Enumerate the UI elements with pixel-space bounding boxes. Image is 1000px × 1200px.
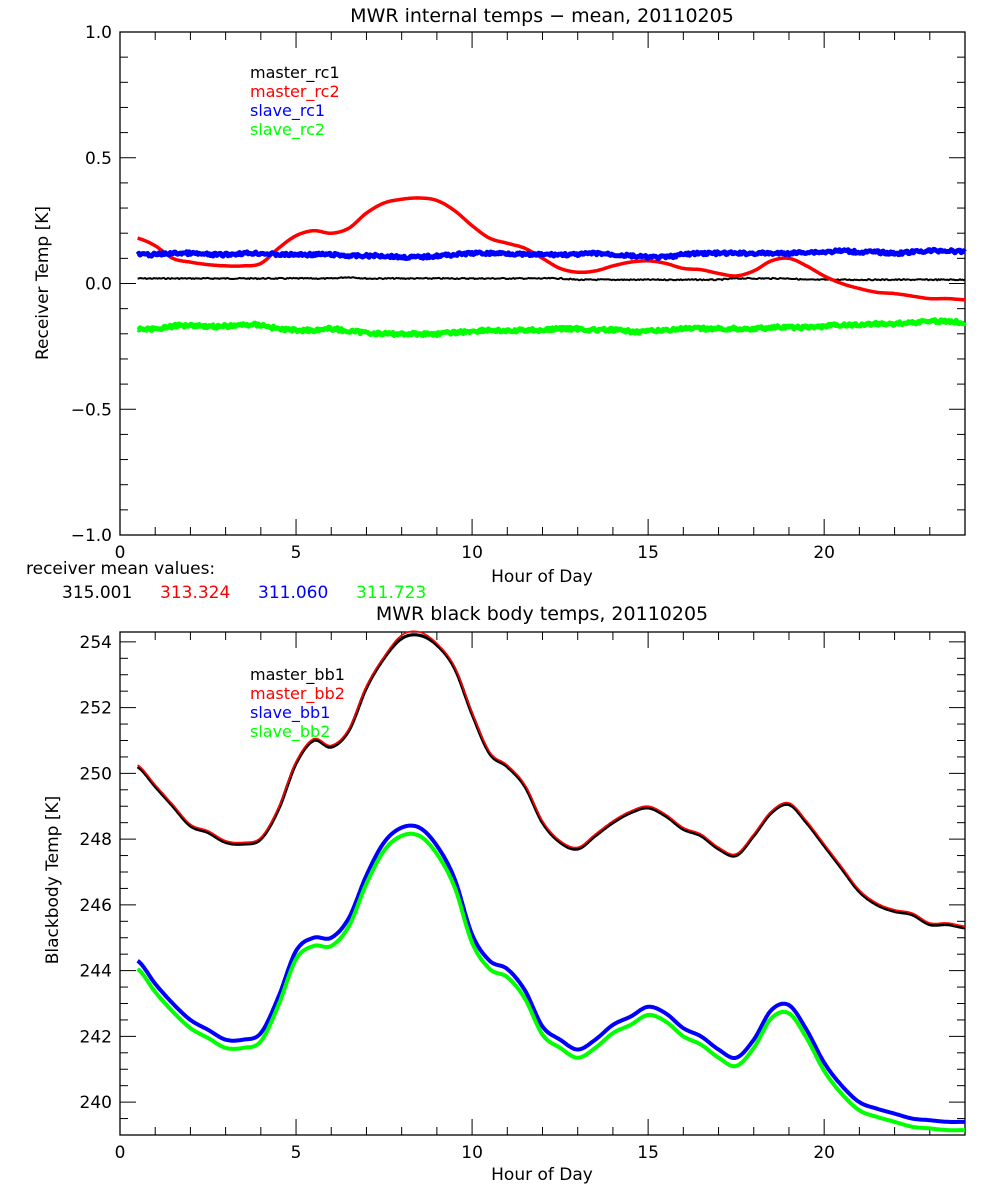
plot-frame — [119, 631, 966, 1136]
legend-entry-slave-rc1: slave_rc1 — [250, 101, 325, 121]
series-group — [136, 630, 966, 1133]
series-line-slave-rc2 — [136, 317, 967, 338]
y-tick-label: 248 — [80, 830, 112, 850]
x-tick-label: 15 — [637, 1143, 659, 1163]
series-line-master-bb2 — [137, 630, 966, 927]
x-tick-label: 5 — [291, 543, 302, 563]
series-line-slave-rc1 — [135, 246, 967, 262]
legend-entry-master-bb2: master_bb2 — [250, 684, 345, 704]
receiver-mean-value: 313.324 — [160, 583, 230, 603]
y-axis-label: Receiver Temp [K] — [33, 206, 53, 360]
x-tick-label: 15 — [637, 543, 659, 563]
x-tick-label: 20 — [813, 1143, 835, 1163]
y-tick-label: 254 — [80, 633, 112, 653]
blackbody-temp-chart: MWR black body temps, 20110205 Hour of D… — [43, 603, 966, 1185]
axes: 0 5 10 15 20 −1.0 −0.5 0.0 0.5 1.0 — [71, 23, 966, 563]
y-tick-label: 244 — [80, 962, 112, 982]
series-group — [135, 196, 967, 338]
y-tick-label: 246 — [80, 896, 112, 916]
series-line-slave-bb1 — [136, 823, 966, 1124]
y-tick-label: 242 — [80, 1027, 112, 1047]
series-line-slave-bb2 — [136, 831, 966, 1133]
legend-entry-slave-bb2: slave_bb2 — [250, 722, 330, 742]
legend-entry-master-rc2: master_rc2 — [250, 82, 340, 102]
chart-title: MWR black body temps, 20110205 — [376, 603, 708, 625]
x-axis-label: Hour of Day — [491, 567, 593, 587]
receiver-temp-chart: MWR internal temps − mean, 20110205 Hour… — [26, 5, 967, 603]
y-tick-label: −1.0 — [71, 526, 112, 546]
series-line-master-rc1 — [137, 276, 966, 282]
y-tick-label: 240 — [80, 1093, 112, 1113]
y-tick-label: 250 — [80, 764, 112, 784]
x-tick-label: 5 — [291, 1143, 302, 1163]
x-tick-label: 10 — [461, 1143, 483, 1163]
receiver-mean-value: 311.060 — [258, 583, 328, 603]
y-axis-label: Blackbody Temp [K] — [43, 796, 63, 965]
x-axis-label: Hour of Day — [491, 1165, 593, 1185]
receiver-mean-label: receiver mean values: — [26, 559, 215, 579]
legend-entry-slave-bb1: slave_bb1 — [250, 703, 330, 723]
chart-title: MWR internal temps − mean, 20110205 — [350, 5, 734, 27]
x-tick-label: 20 — [813, 543, 835, 563]
legend-entry-slave-rc2: slave_rc2 — [250, 120, 325, 140]
y-tick-label: 0.0 — [85, 275, 112, 295]
legend-entry-master-rc1: master_rc1 — [250, 63, 340, 83]
series-line-master-rc2 — [137, 196, 966, 302]
y-tick-label: 252 — [80, 699, 112, 719]
x-tick-label: 0 — [115, 543, 126, 563]
axes: 0 5 10 15 20 240 242 244 246 248 250 252 254 — [80, 631, 966, 1163]
receiver-mean-value: 311.723 — [356, 583, 426, 603]
y-tick-label: 0.5 — [85, 149, 112, 169]
receiver-mean-value: 315.001 — [62, 583, 132, 603]
y-tick-label: −0.5 — [71, 400, 112, 420]
x-tick-label: 0 — [115, 1143, 126, 1163]
y-tick-label: 1.0 — [85, 23, 112, 43]
legend-entry-master-bb1: master_bb1 — [250, 665, 345, 685]
receiver-mean-values: 315.001 313.324 311.060 311.723 — [62, 583, 426, 603]
x-tick-label: 10 — [461, 543, 483, 563]
